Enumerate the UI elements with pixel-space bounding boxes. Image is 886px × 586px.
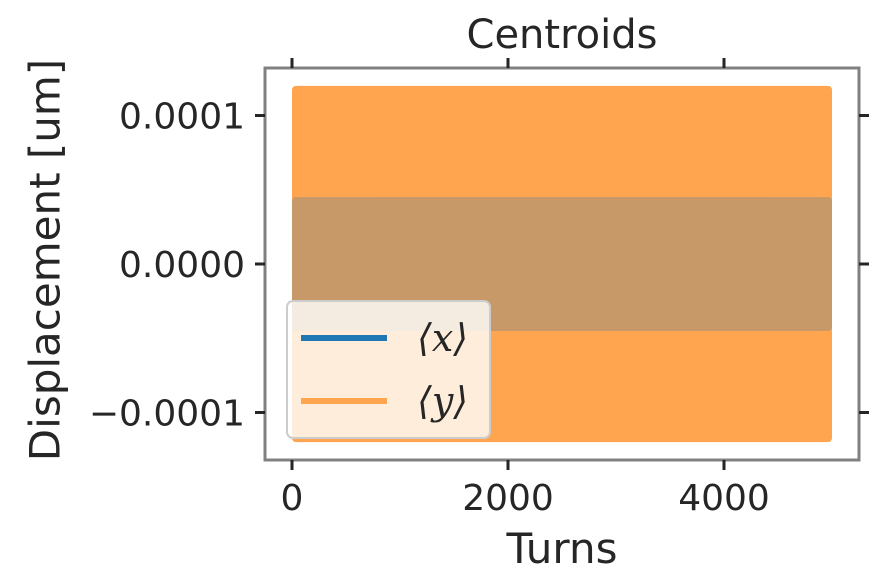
x-axis-label: Turns [506,524,618,573]
x-tick-label: 4000 [678,478,770,519]
y-tick-label: 0.0001 [119,97,245,138]
y-tick-label: 0.0000 [119,245,245,286]
y-axis-label: Displacement [um] [21,59,70,461]
y-tick-label: −0.0001 [89,393,245,434]
x-tick-label: 0 [281,478,304,519]
series-overlap-band [292,197,832,331]
x-tick-label: 2000 [462,478,554,519]
ticks-layer: 0 2000 4000 0.0001 0.0000 −0.0001 [89,58,869,519]
legend-label-y: ⟨y⟩ [417,379,468,423]
legend: ⟨x⟩ ⟨y⟩ [286,300,491,439]
chart-title: Centroids [467,12,658,58]
legend-label-x: ⟨x⟩ [417,316,468,360]
